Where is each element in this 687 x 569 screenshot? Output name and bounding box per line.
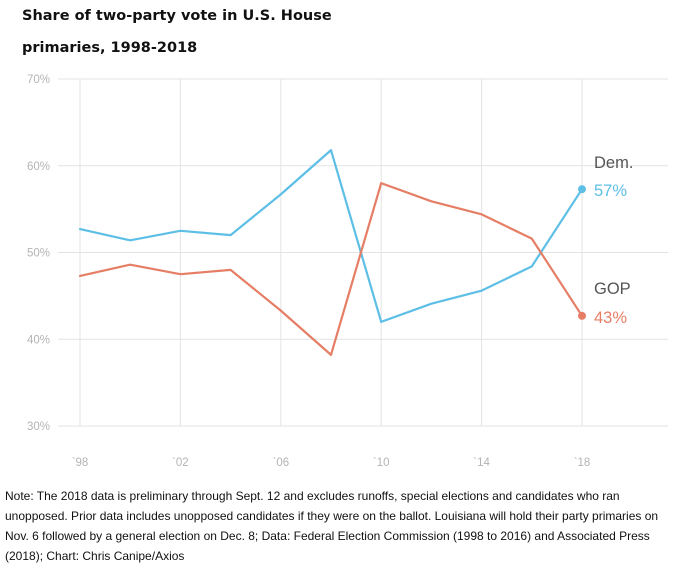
x-tick-label: `02 <box>172 457 189 469</box>
series-name-label: GOP <box>594 280 631 298</box>
y-tick-label: 60% <box>27 161 50 173</box>
grid-lines <box>58 78 668 427</box>
y-tick-label: 30% <box>27 421 50 433</box>
series-endpoint-gop <box>578 311 586 320</box>
line-chart: 30% 40% 50% 60% 70% `98 `02 `06 `10 `14 `18 Dem. 5… <box>27 74 668 469</box>
y-tick-label: 40% <box>27 334 50 346</box>
chart-footnote: Note: The 2018 data is preliminary throu… <box>5 489 659 563</box>
x-tick-label: `98 <box>72 457 89 469</box>
series-name-label: Dem. <box>594 154 633 172</box>
series-line-gop <box>78 181 584 356</box>
y-axis-tick-labels: 30% 40% 50% 60% 70% <box>27 74 50 433</box>
x-tick-label: `10 <box>373 457 390 469</box>
series-end-labels: Dem. 57% GOP 43% <box>594 154 633 327</box>
y-tick-label: 50% <box>27 248 50 260</box>
x-tick-label: `14 <box>473 457 490 469</box>
chart-title-line-2: primaries, 1998-2018 <box>22 40 198 56</box>
x-tick-label: `06 <box>272 457 289 469</box>
y-tick-label: 70% <box>27 74 50 86</box>
series-line-dem <box>78 149 584 323</box>
series-value-label: 43% <box>594 309 627 327</box>
series-endpoint-dem <box>578 185 586 194</box>
series-lines <box>78 149 586 356</box>
x-tick-label: `18 <box>574 457 591 469</box>
x-axis-tick-labels: `98 `02 `06 `10 `14 `18 <box>72 457 591 469</box>
chart-title-line-1: Share of two-party vote in U.S. House <box>22 8 332 24</box>
series-value-label: 57% <box>594 182 627 200</box>
